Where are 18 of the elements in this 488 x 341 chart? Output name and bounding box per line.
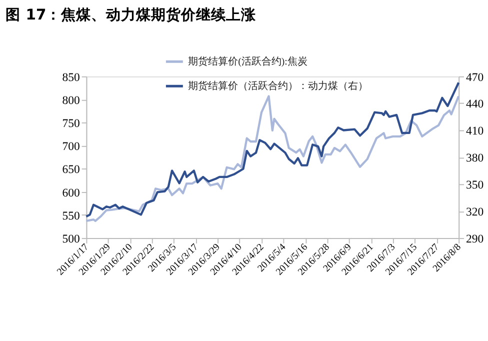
y-tick-label: 750 — [62, 116, 80, 130]
y2-tick-label: 380 — [466, 152, 484, 165]
legend-label: 期货结算价(活跃合约):焦炭 — [188, 56, 308, 68]
y-tick-label: 650 — [62, 163, 80, 176]
y2-tick-label: 350 — [466, 178, 484, 192]
y-tick-label: 500 — [62, 232, 80, 246]
y-tick-label: 700 — [62, 140, 80, 154]
legend-label: 期货结算价（活跃合约）：动力煤（右） — [188, 80, 368, 92]
y2-tick-label: 440 — [466, 98, 484, 111]
y2-tick-label: 320 — [466, 206, 484, 219]
y-tick-label: 800 — [62, 94, 80, 107]
y-tick-label: 600 — [62, 186, 80, 200]
y2-tick-label: 290 — [466, 232, 484, 246]
y2-tick-label: 410 — [466, 124, 484, 138]
chart-title: 图 17：焦煤、动力煤期货价继续上涨 — [6, 6, 258, 24]
y-tick-label: 550 — [62, 209, 80, 222]
y2-tick-label: 470 — [466, 70, 484, 84]
y-tick-label: 850 — [62, 70, 80, 84]
